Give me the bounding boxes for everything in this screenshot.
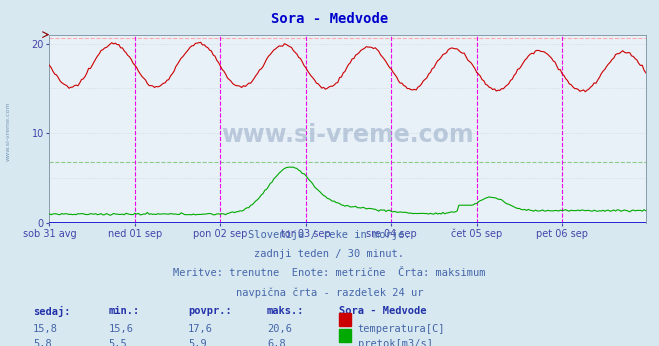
Text: 5,8: 5,8 [33, 339, 51, 346]
Text: povpr.:: povpr.: [188, 306, 231, 316]
Text: maks.:: maks.: [267, 306, 304, 316]
Text: zadnji teden / 30 minut.: zadnji teden / 30 minut. [254, 249, 405, 259]
Text: 20,6: 20,6 [267, 324, 292, 334]
Text: pretok[m3/s]: pretok[m3/s] [358, 339, 433, 346]
Text: www.si-vreme.com: www.si-vreme.com [5, 102, 11, 161]
Text: sedaj:: sedaj: [33, 306, 71, 317]
Text: temperatura[C]: temperatura[C] [358, 324, 445, 334]
Text: min.:: min.: [109, 306, 140, 316]
Text: 15,6: 15,6 [109, 324, 134, 334]
Text: 5,9: 5,9 [188, 339, 206, 346]
Text: Meritve: trenutne  Enote: metrične  Črta: maksimum: Meritve: trenutne Enote: metrične Črta: … [173, 268, 486, 278]
Text: Sora - Medvode: Sora - Medvode [339, 306, 427, 316]
Text: Sora - Medvode: Sora - Medvode [271, 12, 388, 26]
Text: www.si-vreme.com: www.si-vreme.com [221, 122, 474, 147]
Text: 17,6: 17,6 [188, 324, 213, 334]
Text: Slovenija / reke in morje.: Slovenija / reke in morje. [248, 230, 411, 240]
Text: navpična črta - razdelek 24 ur: navpična črta - razdelek 24 ur [236, 287, 423, 298]
Text: 5,5: 5,5 [109, 339, 127, 346]
Text: 15,8: 15,8 [33, 324, 58, 334]
Text: 6,8: 6,8 [267, 339, 285, 346]
